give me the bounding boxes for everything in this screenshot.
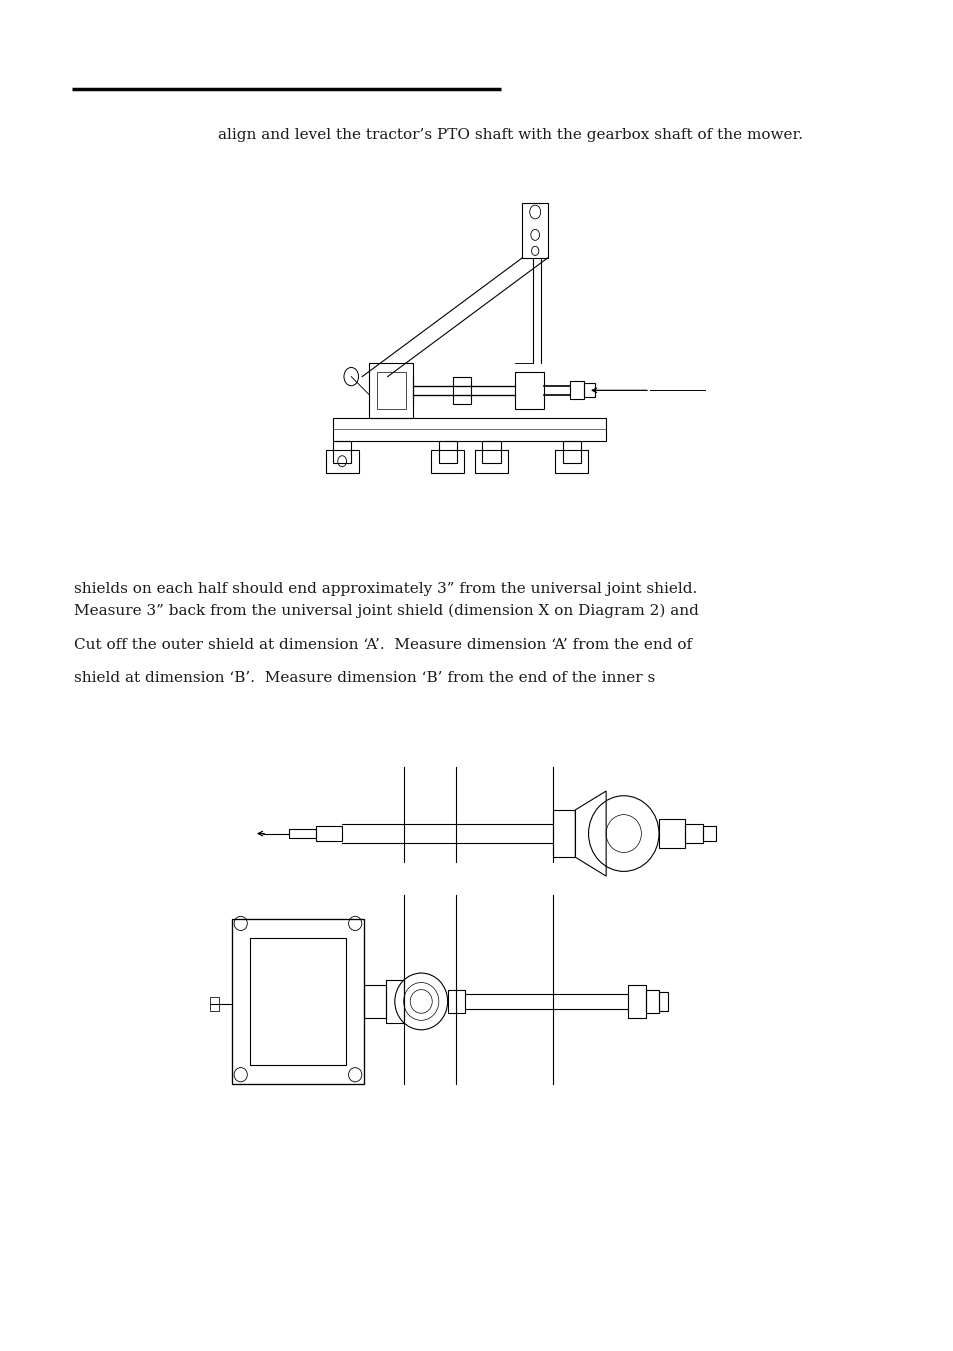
Bar <box>386 981 403 1023</box>
Bar <box>431 450 464 473</box>
Bar <box>702 827 716 840</box>
Text: align and level the tractor’s PTO shaft with the gearbox shaft of the mower.: align and level the tractor’s PTO shaft … <box>217 128 801 142</box>
Bar <box>232 919 364 1084</box>
Bar <box>453 377 471 404</box>
Bar <box>569 381 584 400</box>
Bar <box>584 384 595 397</box>
Bar <box>465 994 627 1008</box>
Bar <box>553 809 575 857</box>
Bar <box>210 997 218 1011</box>
Bar <box>376 372 405 408</box>
Bar <box>438 440 456 463</box>
Text: shields on each half should end approximately 3” from the universal joint shield: shields on each half should end approxim… <box>74 582 697 596</box>
Bar <box>364 985 386 1019</box>
Bar <box>627 985 645 1019</box>
Bar <box>562 440 580 463</box>
Bar <box>515 372 544 408</box>
Bar <box>250 938 346 1065</box>
Bar <box>555 450 587 473</box>
Bar <box>684 824 702 843</box>
Bar <box>659 992 667 1011</box>
Bar <box>289 828 315 838</box>
Bar <box>475 450 507 473</box>
Bar <box>315 827 341 840</box>
Text: Cut off the outer shield at dimension ‘A’.  Measure dimension ‘A’ from the end o: Cut off the outer shield at dimension ‘A… <box>74 638 692 651</box>
Bar <box>333 440 351 463</box>
Bar <box>482 440 500 463</box>
Bar <box>522 203 547 258</box>
Bar <box>645 989 659 1013</box>
Bar <box>325 450 358 473</box>
Bar <box>447 989 465 1013</box>
Bar <box>369 363 413 417</box>
Text: shield at dimension ‘B’.  Measure dimension ‘B’ from the end of the inner s: shield at dimension ‘B’. Measure dimensi… <box>74 671 655 685</box>
Bar <box>659 819 684 848</box>
Bar <box>333 417 605 440</box>
Text: Measure 3” back from the universal joint shield (dimension X on Diagram 2) and: Measure 3” back from the universal joint… <box>74 604 699 619</box>
